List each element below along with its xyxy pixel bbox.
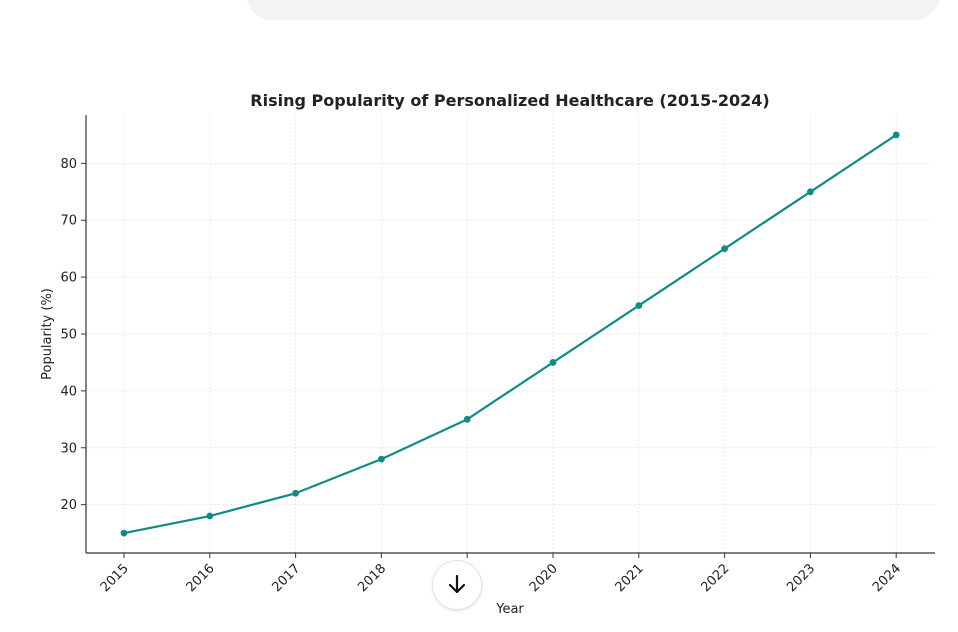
x-tick-label: 2023 [784,561,818,595]
x-tick-label: 2016 [184,561,218,595]
series-line [123,133,897,535]
y-tick-label: 30 [60,441,77,456]
data-point [463,415,471,423]
y-tick-label: 80 [60,157,77,172]
data-point [292,489,299,497]
previous-message-bubble [246,0,940,20]
x-tick-label: 2020 [527,561,561,595]
data-point [721,245,728,253]
x-tick-label: 2018 [355,561,389,595]
chart-title: Rising Popularity of Personalized Health… [250,91,769,110]
series-points [120,131,900,537]
x-axis-label: Year [495,602,524,617]
x-tick-label: 2024 [870,561,904,595]
y-tick-label: 50 [60,328,77,343]
data-point [206,512,214,520]
chart-axes [81,115,935,558]
x-tick-label: 2017 [269,561,303,595]
data-point [120,529,128,537]
data-point [807,188,814,196]
y-tick-label: 70 [60,214,77,229]
x-tick-label: 2022 [698,561,732,595]
scroll-down-button[interactable] [432,560,482,610]
y-tick-labels: 20 30 40 50 60 70 80 [60,157,77,513]
chart-grid [86,115,935,553]
data-point [892,131,900,139]
y-tick-label: 40 [60,384,77,399]
y-tick-label: 60 [60,271,77,286]
data-point [549,359,557,366]
y-axis-label: Popularity (%) [40,288,55,380]
x-tick-label: 2021 [613,561,647,595]
x-tick-label: 2015 [98,561,132,595]
arrow-down-icon [448,574,466,594]
data-point [635,302,643,309]
x-tick-labels: 2015201620172018201920202021202220232024 [98,561,904,595]
y-tick-label: 20 [60,498,77,513]
data-point [378,455,385,463]
